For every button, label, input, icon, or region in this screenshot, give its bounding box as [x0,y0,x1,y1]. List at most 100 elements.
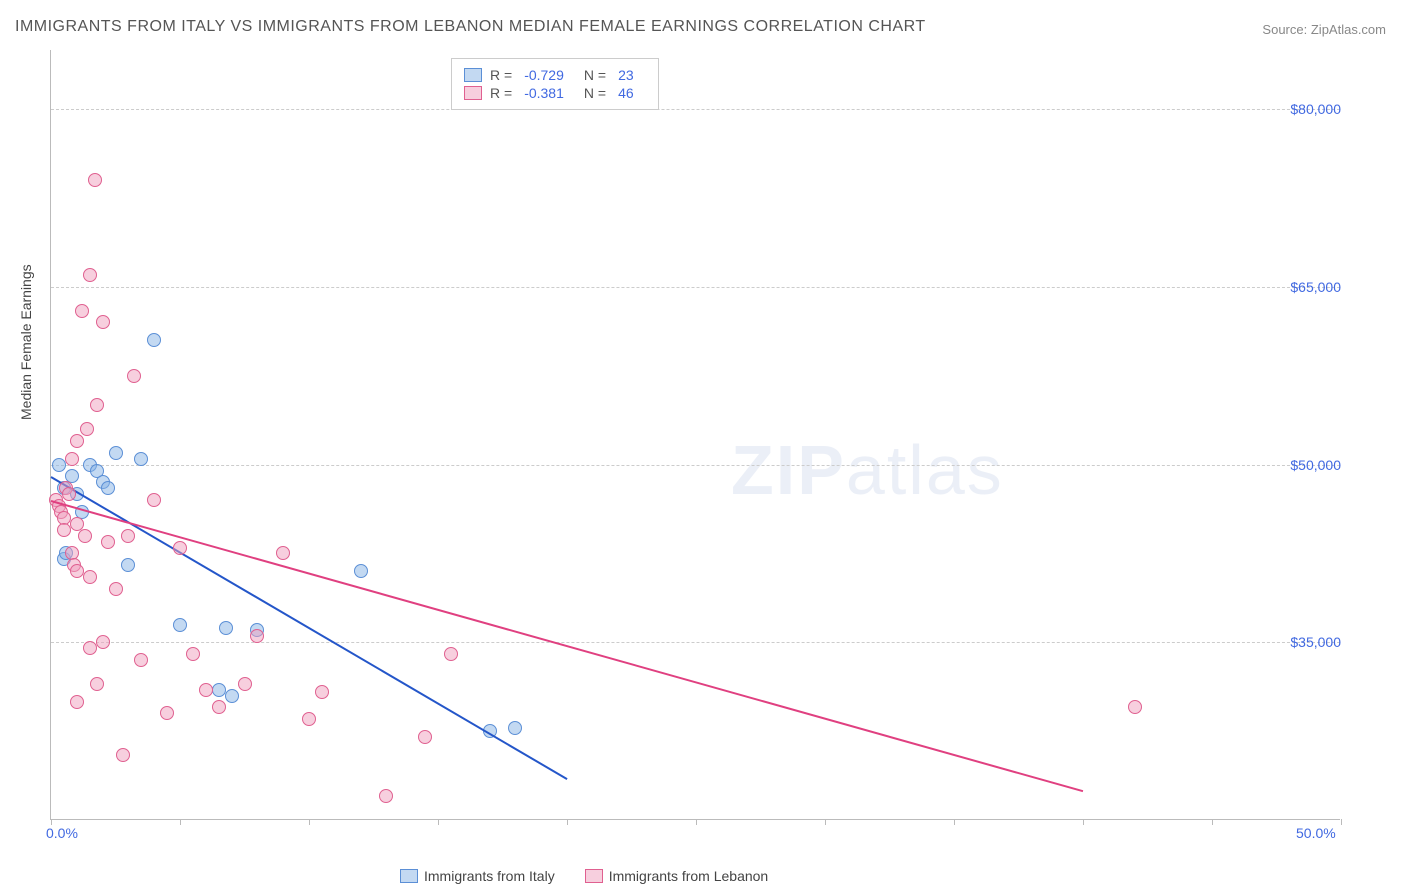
data-point [379,789,393,803]
data-point [80,422,94,436]
data-point [302,712,316,726]
data-point [212,683,226,697]
trend-line [51,500,1084,792]
legend-item: Immigrants from Italy [400,868,555,884]
data-point [186,647,200,661]
x-tick-label: 0.0% [46,825,78,841]
series-legend: Immigrants from Italy Immigrants from Leb… [400,868,768,884]
data-point [57,523,71,537]
data-point [121,529,135,543]
data-point [219,621,233,635]
data-point [88,173,102,187]
x-tick-mark [1083,819,1084,825]
legend-swatch [464,68,482,82]
legend-n-label: N = [584,67,606,83]
data-point [173,541,187,555]
legend-swatch [585,869,603,883]
data-point [238,677,252,691]
data-point [121,558,135,572]
legend-item: Immigrants from Lebanon [585,868,769,884]
legend-r-label: R = [490,85,512,101]
data-point [276,546,290,560]
data-point [212,700,226,714]
data-point [147,333,161,347]
data-point [354,564,368,578]
data-point [83,268,97,282]
legend-label: Immigrants from Italy [424,868,555,884]
data-point [83,641,97,655]
data-point [52,458,66,472]
legend-n-value: 46 [618,85,634,101]
source-label: Source: [1262,22,1307,37]
chart-title: IMMIGRANTS FROM ITALY VS IMMIGRANTS FROM… [15,18,926,36]
legend-label: Immigrants from Lebanon [609,868,769,884]
legend-stat-row: R = -0.381 N = 46 [464,85,646,101]
data-point [101,535,115,549]
legend-swatch [464,86,482,100]
legend-n-label: N = [584,85,606,101]
data-point [134,653,148,667]
correlation-legend: R = -0.729 N = 23 R = -0.381 N = 46 [451,58,659,110]
data-point [65,452,79,466]
data-point [109,446,123,460]
data-point [109,582,123,596]
watermark-bold: ZIP [731,431,846,509]
x-tick-mark [438,819,439,825]
data-point [83,570,97,584]
data-point [90,677,104,691]
y-axis-label: Median Female Earnings [18,264,34,420]
data-point [315,685,329,699]
watermark-light: atlas [846,431,1004,509]
data-point [444,647,458,661]
legend-stat-row: R = -0.729 N = 23 [464,67,646,83]
data-point [116,748,130,762]
data-point [62,487,76,501]
legend-n-value: 23 [618,67,634,83]
x-tick-mark [825,819,826,825]
data-point [70,434,84,448]
data-point [1128,700,1142,714]
x-tick-mark [954,819,955,825]
source-attribution: Source: ZipAtlas.com [1262,22,1386,37]
gridline-h [51,642,1340,643]
gridline-h [51,109,1340,110]
scatter-chart: ZIPatlas R = -0.729 N = 23 R = -0.381 N = 46 $3… [50,50,1340,820]
x-tick-mark [567,819,568,825]
x-tick-label: 50.0% [1296,825,1336,841]
data-point [508,721,522,735]
data-point [418,730,432,744]
data-point [147,493,161,507]
data-point [250,629,264,643]
x-tick-mark [1341,819,1342,825]
gridline-h [51,465,1340,466]
watermark: ZIPatlas [731,430,1004,510]
y-tick-label: $65,000 [1261,279,1341,295]
data-point [173,618,187,632]
y-tick-label: $35,000 [1261,634,1341,650]
legend-r-value: -0.729 [524,67,564,83]
data-point [70,564,84,578]
x-tick-mark [309,819,310,825]
data-point [96,315,110,329]
y-tick-label: $80,000 [1261,101,1341,117]
gridline-h [51,287,1340,288]
legend-r-label: R = [490,67,512,83]
source-value: ZipAtlas.com [1311,22,1386,37]
data-point [78,529,92,543]
legend-r-value: -0.381 [524,85,564,101]
data-point [199,683,213,697]
data-point [70,695,84,709]
x-tick-mark [1212,819,1213,825]
x-tick-mark [696,819,697,825]
data-point [101,481,115,495]
data-point [134,452,148,466]
data-point [225,689,239,703]
y-tick-label: $50,000 [1261,457,1341,473]
data-point [96,635,110,649]
x-tick-mark [180,819,181,825]
data-point [90,398,104,412]
legend-swatch [400,869,418,883]
data-point [75,304,89,318]
data-point [160,706,174,720]
data-point [127,369,141,383]
